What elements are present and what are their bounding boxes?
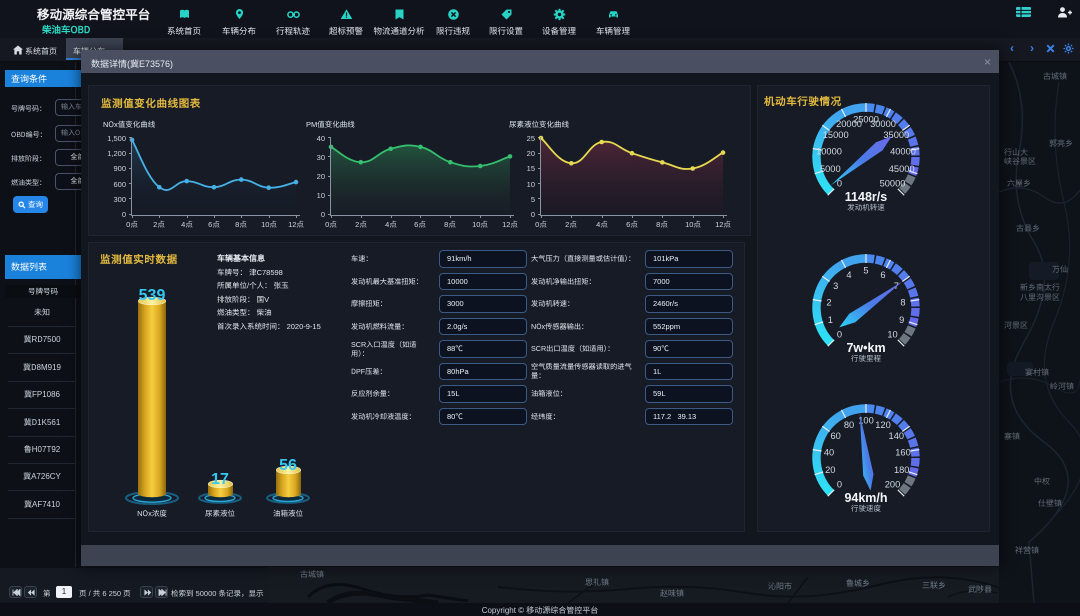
svg-text:9: 9 <box>899 312 904 326</box>
svg-text:8: 8 <box>900 294 905 308</box>
svg-text:10: 10 <box>887 327 897 341</box>
svg-text:45000: 45000 <box>889 161 915 175</box>
svg-text:100: 100 <box>858 413 874 427</box>
svg-text:120: 120 <box>875 417 891 431</box>
svg-text:10000: 10000 <box>816 143 842 157</box>
svg-text:50000: 50000 <box>880 176 906 190</box>
svg-text:60: 60 <box>831 428 841 442</box>
svg-text:200: 200 <box>885 477 901 491</box>
svg-text:15000: 15000 <box>823 127 849 141</box>
svg-text:140: 140 <box>889 428 905 442</box>
svg-text:3: 3 <box>833 278 838 292</box>
svg-text:2: 2 <box>826 294 831 308</box>
svg-text:5: 5 <box>863 263 868 277</box>
svg-text:4: 4 <box>846 267 851 281</box>
svg-text:180: 180 <box>894 462 910 476</box>
svg-text:6: 6 <box>880 267 885 281</box>
svg-text:20: 20 <box>825 462 835 476</box>
svg-text:160: 160 <box>895 444 911 458</box>
svg-text:0: 0 <box>837 176 842 190</box>
svg-text:40: 40 <box>824 444 834 458</box>
svg-text:20000: 20000 <box>836 116 862 130</box>
svg-text:40000: 40000 <box>890 143 916 157</box>
svg-text:25000: 25000 <box>853 112 879 126</box>
svg-text:7: 7 <box>894 278 899 292</box>
svg-text:5000: 5000 <box>820 161 841 175</box>
svg-text:0: 0 <box>837 477 842 491</box>
svg-text:30000: 30000 <box>870 116 896 130</box>
svg-text:1: 1 <box>828 312 833 326</box>
svg-text:80: 80 <box>844 417 854 431</box>
svg-text:0: 0 <box>837 327 842 341</box>
